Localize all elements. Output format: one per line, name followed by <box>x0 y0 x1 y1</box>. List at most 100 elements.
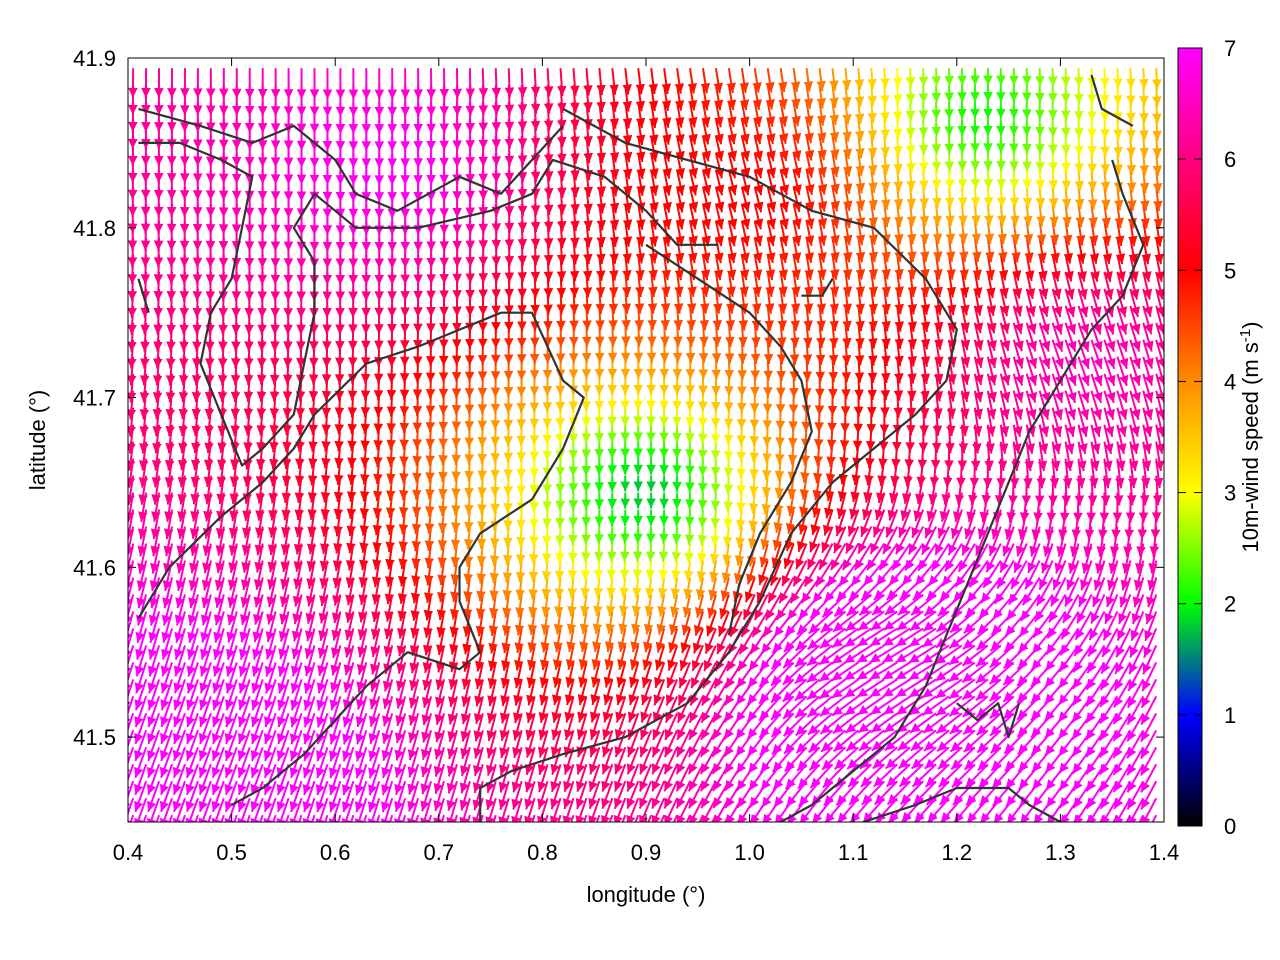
wind-arrow <box>542 492 553 512</box>
wind-arrow <box>931 119 942 137</box>
wind-arrow <box>1035 102 1045 120</box>
wind-arrow <box>128 729 135 756</box>
wind-arrow <box>251 696 264 728</box>
wind-arrow <box>1035 153 1045 172</box>
wind-arrow <box>996 170 1006 190</box>
wind-arrow <box>684 543 695 563</box>
wind-arrow <box>263 729 277 762</box>
wind-arrow <box>289 713 303 745</box>
wind-arrow <box>225 696 238 728</box>
wind-arrow <box>568 492 579 511</box>
wind-arrow <box>895 627 924 647</box>
wind-arrow <box>238 645 251 677</box>
wind-arrow <box>1009 85 1019 103</box>
wind-arrow <box>342 730 355 762</box>
wind-arrow <box>710 509 721 529</box>
wind-arrow <box>238 662 251 694</box>
wind-arrow <box>185 780 199 813</box>
wind-arrow <box>303 713 316 745</box>
wind-arrow <box>944 153 955 172</box>
wind-arrow <box>159 746 173 779</box>
wind-arrow <box>568 509 578 528</box>
wind-arrow <box>983 153 993 172</box>
wind-arrow <box>869 644 898 664</box>
plot-frame <box>127 57 1165 823</box>
wind-arrow <box>289 746 303 779</box>
wind-arrow <box>237 729 251 762</box>
wind-arrow <box>1009 153 1019 172</box>
wind-arrow <box>289 730 303 762</box>
y-tick-label: 41.8 <box>73 216 116 241</box>
wind-arrow <box>263 746 277 779</box>
wind-arrow <box>283 68 294 100</box>
wind-arrow <box>311 814 316 822</box>
wind-arrow <box>328 763 342 796</box>
wind-arrow <box>302 746 316 779</box>
wind-arrow <box>324 814 329 822</box>
wind-arrow <box>367 797 381 822</box>
wind-arrow <box>722 526 733 547</box>
wind-arrow <box>567 577 578 599</box>
x-tick-label: 0.5 <box>216 840 247 865</box>
wind-arrow <box>142 814 148 822</box>
wind-arrow <box>285 814 290 822</box>
wind-arrow <box>869 627 898 647</box>
wind-arrow <box>931 153 942 173</box>
wind-arrow <box>376 814 381 822</box>
wind-arrow <box>594 475 605 493</box>
wind-arrow <box>659 526 669 544</box>
wind-arrow <box>970 85 980 103</box>
wind-arrow <box>1009 102 1019 120</box>
wind-arrow <box>439 68 450 99</box>
wind-arrow <box>581 509 592 528</box>
wind-arrow <box>354 797 368 822</box>
wind-arrow <box>277 696 290 728</box>
wind-arrow <box>620 441 630 459</box>
wind-arrow <box>237 797 251 822</box>
wind-arrow <box>342 713 355 745</box>
wind-arrow <box>368 780 381 813</box>
wind-arrow <box>159 780 173 813</box>
wind-arrow <box>1048 68 1058 87</box>
wind-arrow <box>237 746 251 779</box>
x-tick-label: 1.1 <box>838 840 869 865</box>
wind-arrow <box>337 814 342 822</box>
wind-arrow <box>1009 136 1019 154</box>
wind-arrow <box>1100 119 1110 140</box>
wind-arrow <box>303 679 316 711</box>
wind-arrow <box>1061 153 1071 173</box>
wind-arrow <box>1048 169 1059 191</box>
x-axis-title: longitude (°) <box>587 882 706 907</box>
wind-arrow <box>387 68 398 100</box>
wind-arrow <box>882 661 911 681</box>
y-tick-label: 41.9 <box>73 46 116 71</box>
wind-arrow <box>645 577 655 599</box>
wind-arrow <box>251 645 264 677</box>
wind-arrow <box>316 696 329 728</box>
wind-arrow <box>594 526 604 545</box>
wind-arrow <box>180 68 190 99</box>
wind-arrow <box>710 441 721 461</box>
wind-arrow <box>1022 170 1032 190</box>
wind-arrow <box>237 713 251 745</box>
wind-arrow <box>199 679 212 711</box>
wind-arrow <box>250 713 264 745</box>
wind-arrow <box>556 68 567 97</box>
wind-arrow <box>661 68 672 94</box>
wind-arrow <box>620 543 630 562</box>
wind-arrow <box>160 696 173 728</box>
wind-arrow <box>220 814 225 822</box>
wind-arrow <box>173 662 186 694</box>
x-tick-label: 1.4 <box>1149 840 1180 865</box>
wind-arrow <box>303 696 316 728</box>
wind-arrow <box>659 441 669 459</box>
wind-arrow <box>211 746 225 779</box>
wind-arrow <box>908 644 937 664</box>
wind-arrow <box>1035 85 1045 103</box>
wind-arrow <box>250 746 264 779</box>
wind-arrow <box>736 492 746 513</box>
wind-arrow <box>594 543 604 563</box>
wind-arrow <box>646 526 656 544</box>
wind-arrow <box>315 730 329 762</box>
wind-arrow <box>128 797 135 822</box>
